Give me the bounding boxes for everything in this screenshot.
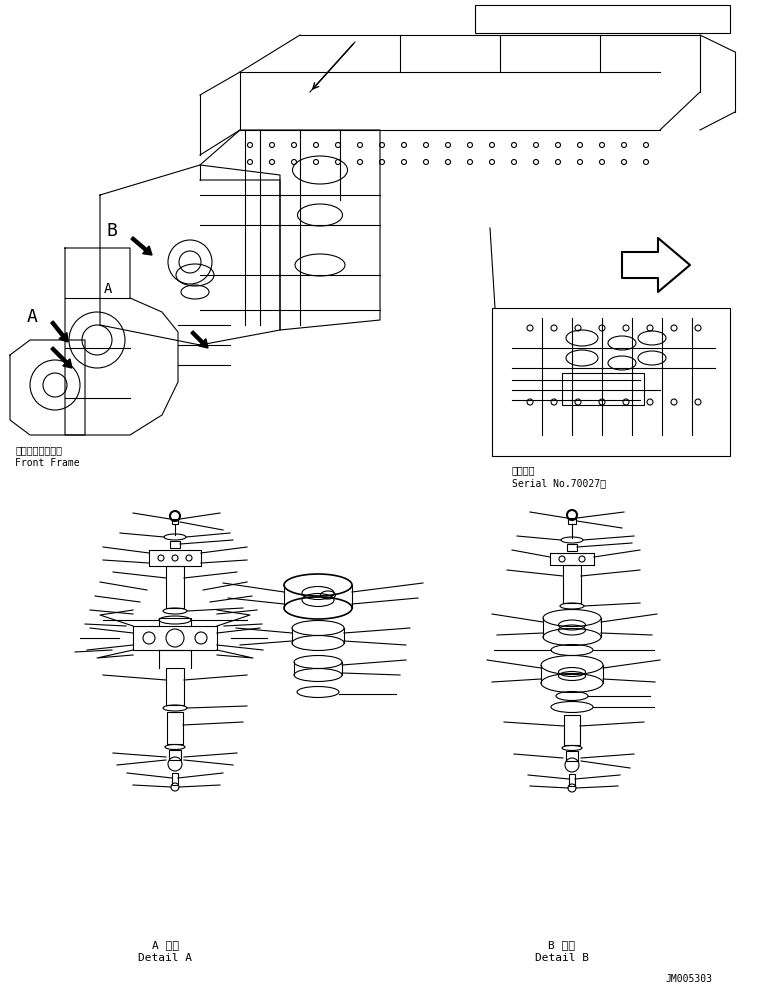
Bar bbox=[166, 668, 184, 705]
FancyArrow shape bbox=[51, 347, 72, 368]
Bar bbox=[569, 774, 575, 786]
Text: フロントフレーム: フロントフレーム bbox=[15, 445, 62, 455]
Bar bbox=[166, 566, 184, 608]
Bar bbox=[170, 541, 180, 548]
Bar bbox=[172, 519, 178, 524]
Text: Front Frame: Front Frame bbox=[15, 458, 79, 468]
Bar bbox=[169, 750, 181, 760]
Bar bbox=[167, 712, 183, 744]
FancyArrow shape bbox=[191, 331, 208, 348]
Text: Serial No.70027～: Serial No.70027～ bbox=[512, 478, 606, 488]
Bar bbox=[563, 565, 581, 603]
Bar bbox=[564, 715, 580, 745]
Text: 適用号機: 適用号機 bbox=[512, 465, 536, 475]
Text: Detail A: Detail A bbox=[138, 953, 192, 963]
Text: A: A bbox=[27, 308, 37, 326]
Text: B: B bbox=[107, 222, 118, 240]
Bar bbox=[568, 518, 576, 524]
Text: A 詳細: A 詳細 bbox=[152, 940, 179, 950]
Bar bbox=[475, 5, 730, 33]
Bar bbox=[567, 544, 577, 551]
Text: A: A bbox=[104, 282, 112, 296]
Text: Detail B: Detail B bbox=[535, 953, 589, 963]
FancyArrow shape bbox=[131, 237, 152, 255]
Text: JM005303: JM005303 bbox=[665, 974, 712, 984]
FancyArrow shape bbox=[51, 321, 68, 342]
Text: B 詳細: B 詳細 bbox=[549, 940, 575, 950]
Bar bbox=[562, 373, 644, 405]
Bar bbox=[566, 751, 578, 761]
Bar bbox=[492, 308, 730, 456]
Bar bbox=[172, 773, 178, 785]
